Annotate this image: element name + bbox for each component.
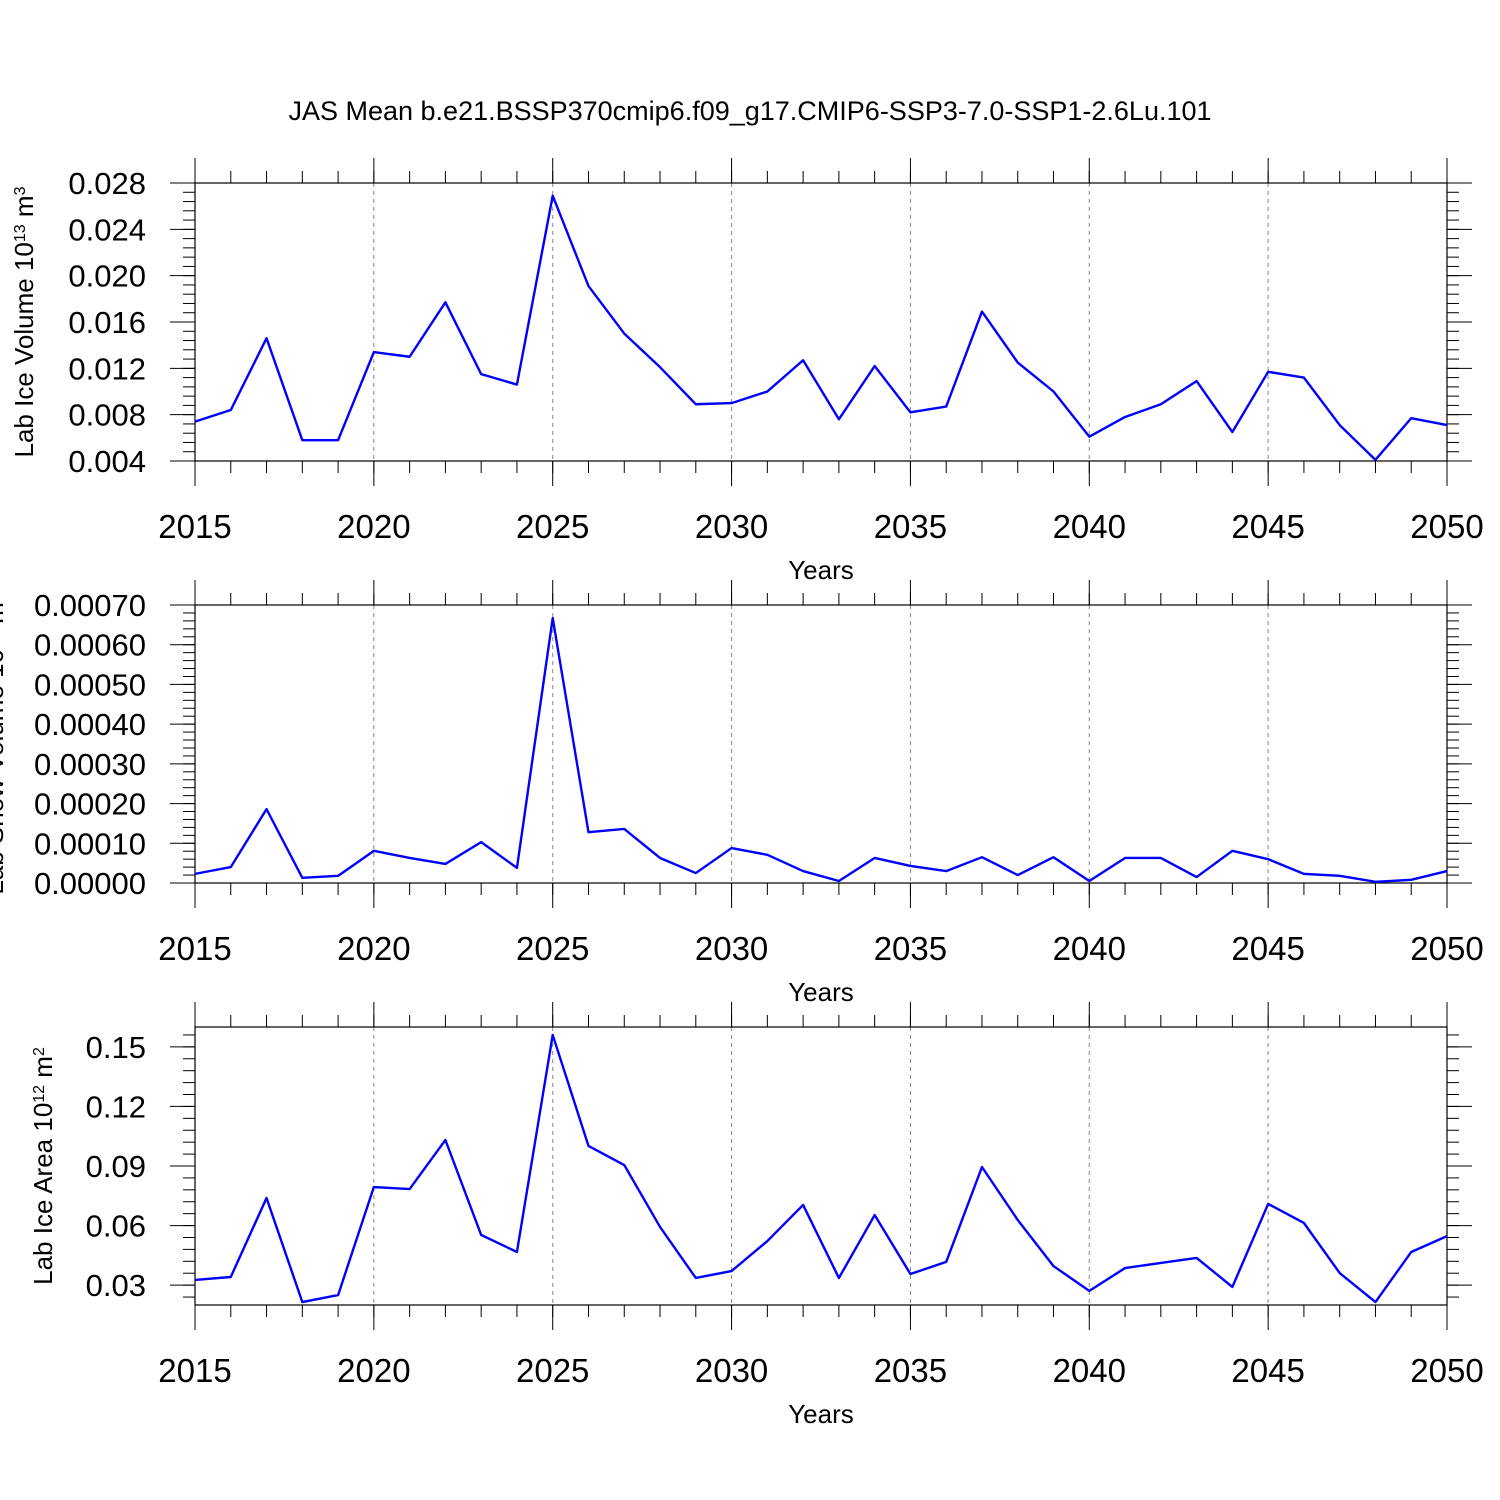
x-tick-label: 2015: [158, 1352, 231, 1389]
y-tick-label: 0.12: [86, 1089, 146, 1124]
y-axis-label-part: m: [9, 195, 39, 224]
x-tick-label: 2030: [695, 930, 768, 967]
x-tick-label: 2045: [1231, 1352, 1304, 1389]
y-tick-label: 0.00070: [34, 588, 146, 623]
y-tick-label: 0.012: [68, 351, 146, 386]
data-line: [194, 616, 1448, 884]
x-axis-label: Years: [788, 1399, 854, 1429]
plot-frame: [194, 604, 1448, 884]
x-tick-label: 2025: [516, 508, 589, 545]
x-tick-label: 2045: [1231, 930, 1304, 967]
x-tick-label: 2050: [1410, 508, 1483, 545]
figure-title: JAS Mean b.e21.BSSP370cmip6.f09_g17.CMIP…: [288, 96, 1211, 126]
x-tick-label: 2030: [695, 508, 768, 545]
y-tick-label: 0.03: [86, 1268, 146, 1303]
x-tick-label: 2035: [874, 1352, 947, 1389]
data-line: [194, 194, 1448, 462]
y-axis-label: Lab Ice Area 1012 m2: [28, 1047, 58, 1285]
y-tick-label: 0.15: [86, 1030, 146, 1065]
y-tick-label: 0.00060: [34, 628, 146, 663]
x-tick-label: 2025: [516, 1352, 589, 1389]
y-tick-label: 0.09: [86, 1149, 146, 1184]
x-tick-label: 2020: [337, 508, 410, 545]
x-tick-label: 2020: [337, 1352, 410, 1389]
x-tick-label: 2035: [874, 508, 947, 545]
x-axis-label: Years: [788, 555, 854, 585]
x-tick-label: 2045: [1231, 508, 1304, 545]
x-tick-label: 2020: [337, 930, 410, 967]
y-tick-label: 0.00020: [34, 787, 146, 822]
x-tick-label: 2030: [695, 1352, 768, 1389]
y-tick-label: 0.00040: [34, 707, 146, 742]
x-tick-label: 2025: [516, 930, 589, 967]
y-tick-label: 0.016: [68, 305, 146, 340]
y-tick-label: 0.00010: [34, 826, 146, 861]
y-tick-label: 0.00000: [34, 866, 146, 901]
y-axis-label: Lab Snow Volume 1013 m3: [0, 593, 9, 894]
y-axis-label-part: Lab Snow Volume 10: [0, 649, 9, 895]
x-tick-label: 2050: [1410, 930, 1483, 967]
x-tick-label: 2015: [158, 508, 231, 545]
y-tick-label: 0.004: [68, 444, 146, 479]
x-tick-label: 2035: [874, 930, 947, 967]
y-axis-label-part: m: [0, 602, 9, 631]
x-tick-label: 2050: [1410, 1352, 1483, 1389]
x-tick-label: 2040: [1053, 1352, 1126, 1389]
plot-frame: [194, 1026, 1448, 1306]
y-tick-label: 0.024: [68, 212, 146, 247]
x-tick-label: 2040: [1053, 508, 1126, 545]
x-axis-label: Years: [788, 977, 854, 1007]
plot-frame: [194, 182, 1448, 462]
y-axis-label-part: 3: [12, 186, 29, 195]
y-tick-label: 0.008: [68, 398, 146, 433]
y-axis-label: Lab Ice Volume 1013 m3: [9, 186, 39, 457]
x-tick-label: 2040: [1053, 930, 1126, 967]
y-axis-label-part: Lab Ice Area 10: [28, 1103, 58, 1285]
y-axis-label-part: 13: [12, 224, 29, 242]
y-axis-label-part: Lab Ice Volume 10: [9, 242, 39, 457]
y-tick-label: 0.00030: [34, 747, 146, 782]
y-tick-label: 0.06: [86, 1209, 146, 1244]
y-axis-label-part: m: [28, 1056, 58, 1085]
data-line: [194, 1033, 1448, 1304]
y-axis-label-part: 2: [31, 1047, 48, 1056]
y-tick-label: 0.00050: [34, 667, 146, 702]
x-tick-label: 2015: [158, 930, 231, 967]
y-tick-label: 0.020: [68, 259, 146, 294]
y-tick-label: 0.028: [68, 166, 146, 201]
y-axis-label-part: 12: [31, 1085, 48, 1103]
